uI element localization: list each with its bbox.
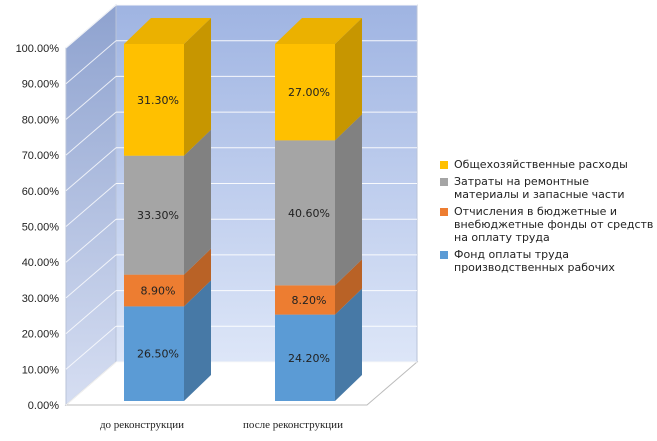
legend-swatch bbox=[440, 208, 448, 216]
bars: 26.50% 8.90% 33.30% 31.30% 24.20% 8.20% 40.60%… bbox=[124, 18, 362, 401]
legend-item: Отчисления в бюджетные и внебюджетные фо… bbox=[440, 205, 655, 244]
data-label: 8.20% bbox=[292, 294, 327, 307]
legend-label: Общехозяйственные расходы bbox=[454, 158, 628, 171]
bar-segment: 27.00% bbox=[275, 18, 362, 141]
bar-segment: 31.30% bbox=[124, 18, 211, 156]
legend-label: Затраты на ремонтные материалы и запасны… bbox=[454, 175, 625, 201]
y-tick-label: 30.00% bbox=[22, 293, 60, 305]
legend-swatch bbox=[440, 161, 448, 169]
x-tick-label: после реконструкции bbox=[243, 419, 343, 431]
bar-top bbox=[275, 18, 362, 44]
bar-front bbox=[275, 285, 335, 315]
bar-front bbox=[124, 155, 184, 275]
data-label: 26.50% bbox=[137, 348, 179, 361]
gridline-side bbox=[65, 361, 117, 406]
legend-swatch bbox=[440, 251, 448, 259]
legend-label: Отчисления в бюджетные и внебюджетные фо… bbox=[454, 205, 654, 244]
bar-segment: 40.60% bbox=[275, 114, 362, 286]
bar-side bbox=[335, 288, 362, 401]
y-tick-label: 70.00% bbox=[22, 150, 60, 162]
bar-segment: 8.90% bbox=[124, 248, 211, 307]
data-label: 27.00% bbox=[288, 86, 330, 99]
bar-side bbox=[335, 114, 362, 286]
bar-front bbox=[124, 44, 184, 156]
bar-front bbox=[124, 274, 184, 307]
bar-side bbox=[184, 18, 211, 156]
bar-stack: 24.20% 8.20% 40.60% 27.00% bbox=[275, 18, 362, 401]
gridline-side bbox=[65, 147, 117, 192]
bar-side bbox=[184, 248, 211, 307]
legend-item: Затраты на ремонтные материалы и запасны… bbox=[440, 175, 655, 201]
bar-stack: 26.50% 8.90% 33.30% 31.30% bbox=[124, 18, 211, 401]
y-axis: 0.00% 10.00% 20.00% 30.00% 40.00% 50.00% 60.00… bbox=[16, 43, 60, 412]
gridline-side bbox=[65, 218, 117, 263]
legend: Общехозяйственные расходы Затраты на ремо… bbox=[440, 158, 655, 278]
y-tick-label: 20.00% bbox=[22, 329, 60, 341]
gridline-side bbox=[65, 76, 117, 120]
bar-side bbox=[184, 129, 211, 275]
y-tick-label: 50.00% bbox=[22, 222, 60, 234]
legend-item: Общехозяйственные расходы bbox=[440, 158, 655, 171]
y-tick-label: 60.00% bbox=[22, 186, 60, 198]
legend-label: Фонд оплаты труда производственных рабоч… bbox=[454, 248, 615, 274]
y-tick-label: 90.00% bbox=[22, 79, 60, 91]
y-tick-label: 100.00% bbox=[16, 43, 60, 55]
bar-side bbox=[335, 259, 362, 315]
data-label: 40.60% bbox=[288, 207, 330, 220]
bar-side bbox=[184, 280, 211, 401]
data-label: 24.20% bbox=[288, 352, 330, 365]
data-label: 31.30% bbox=[137, 94, 179, 107]
bar-segment: 26.50% bbox=[124, 280, 211, 401]
x-tick-label: до реконструкции bbox=[100, 419, 184, 431]
data-label: 8.90% bbox=[141, 285, 176, 298]
bar-side bbox=[335, 18, 362, 141]
bar-segment: 8.20% bbox=[275, 259, 362, 315]
gridline-side bbox=[65, 183, 117, 227]
bar-segment: 24.20% bbox=[275, 288, 362, 401]
gridline-side bbox=[65, 40, 117, 85]
gridline-side bbox=[65, 4, 117, 49]
y-tick-label: 10.00% bbox=[22, 364, 60, 376]
floor bbox=[64, 361, 419, 406]
data-label: 33.30% bbox=[137, 209, 179, 222]
bar-front bbox=[275, 140, 335, 286]
gridline-side bbox=[65, 254, 117, 299]
bar-front bbox=[124, 306, 184, 401]
bar-front bbox=[275, 44, 335, 141]
bar-segment: 33.30% bbox=[124, 129, 211, 275]
y-tick-label: 80.00% bbox=[22, 114, 60, 126]
x-axis: до реконструкции после реконструкции bbox=[100, 419, 343, 431]
y-tick-label: 40.00% bbox=[22, 257, 60, 269]
gridline-side bbox=[65, 111, 117, 156]
bar-front bbox=[275, 314, 335, 401]
gridline-side bbox=[65, 325, 117, 370]
chart-walls bbox=[64, 3, 419, 407]
legend-item: Фонд оплаты труда производственных рабоч… bbox=[440, 248, 655, 274]
y-tick-label: 0.00% bbox=[28, 400, 59, 412]
gridline-side bbox=[65, 290, 117, 334]
bar-top bbox=[124, 18, 211, 44]
legend-swatch bbox=[440, 178, 448, 186]
